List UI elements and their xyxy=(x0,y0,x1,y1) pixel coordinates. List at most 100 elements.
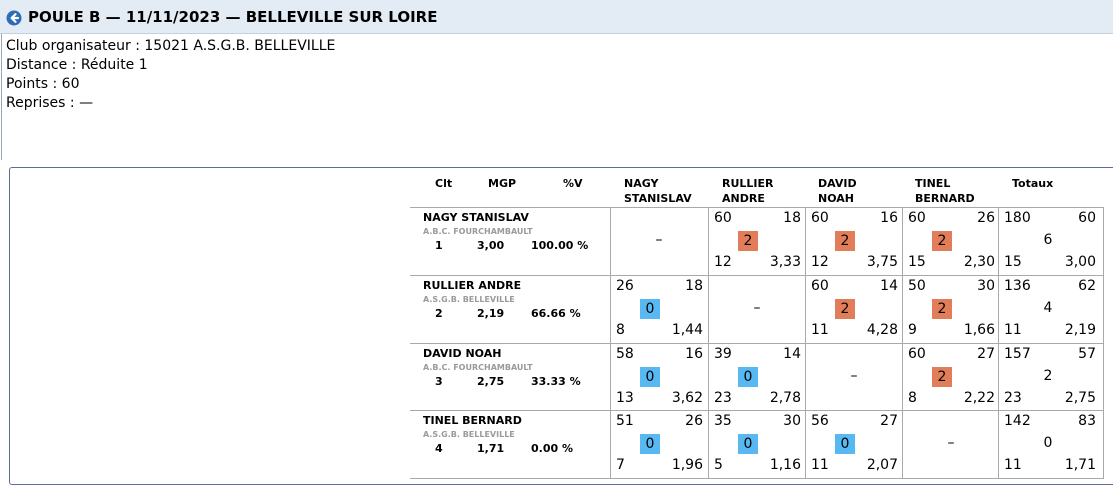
competition-info: Club organisateur : 15021 A.S.G.B. BELLE… xyxy=(6,37,335,113)
total-average: 2,19 xyxy=(1064,322,1096,338)
results-panel xyxy=(9,167,1113,485)
total-average: 3,00 xyxy=(1064,254,1096,270)
match-average: 2,07 xyxy=(866,457,898,473)
match-reprises: 16 xyxy=(685,346,703,362)
match-serie: 13 xyxy=(616,390,634,406)
match-serie: 5 xyxy=(714,457,723,473)
match-reprises: 14 xyxy=(783,346,801,362)
distance-text: Distance : Réduite 1 xyxy=(6,57,148,73)
header-line: NOAH xyxy=(818,192,854,205)
match-average: 2,22 xyxy=(963,390,995,406)
match-cell: 51 26 0 7 1,96 xyxy=(610,410,708,478)
match-points: 60 xyxy=(811,210,829,226)
match-score-badge: 2 xyxy=(835,231,855,251)
match-reprises: 16 xyxy=(880,210,898,226)
player-club: A.B.C. FOURCHAMBAULT xyxy=(423,227,533,236)
grid-col-line xyxy=(902,207,903,479)
player-win-pct: 0.00 % xyxy=(531,442,573,455)
points-text: Points : 60 xyxy=(6,76,80,92)
header-totals: Totaux xyxy=(1012,177,1054,190)
frame-border xyxy=(1,34,2,160)
match-score-badge: 2 xyxy=(932,231,952,251)
match-points: 60 xyxy=(908,346,926,362)
match-points: 60 xyxy=(811,278,829,294)
match-points: 60 xyxy=(908,210,926,226)
match-score-badge: 2 xyxy=(932,367,952,387)
total-points: 136 xyxy=(1004,278,1031,294)
match-cell: 56 27 0 11 2,07 xyxy=(805,410,903,478)
match-average: 1,66 xyxy=(963,322,995,338)
match-score-badge: 0 xyxy=(835,434,855,454)
match-score-badge: 0 xyxy=(640,434,660,454)
header-line: TINEL xyxy=(915,177,951,190)
back-arrow-icon[interactable] xyxy=(6,10,22,26)
match-cell: 60 18 2 12 3,33 xyxy=(708,207,806,275)
player-rank: 1 xyxy=(435,239,443,252)
player-mgp: 2,19 xyxy=(477,307,505,320)
match-reprises: 26 xyxy=(977,210,995,226)
self-match-dash: – xyxy=(947,435,955,451)
total-score: 6 xyxy=(1043,232,1053,248)
player-rank: 2 xyxy=(435,307,443,320)
match-average: 3,75 xyxy=(866,254,898,270)
player-mgp: 3,00 xyxy=(477,239,505,252)
self-match-dash: – xyxy=(850,368,858,384)
match-score-badge: 2 xyxy=(738,231,758,251)
match-cell: 60 26 2 15 2,30 xyxy=(902,207,1000,275)
page-title: POULE B — 11/11/2023 — BELLEVILLE SUR LO… xyxy=(28,8,438,26)
match-score-badge: 0 xyxy=(738,434,758,454)
match-score-badge: 0 xyxy=(640,299,660,319)
player-win-pct: 66.66 % xyxy=(531,307,581,320)
match-score-badge: 0 xyxy=(738,367,758,387)
grid-row-line xyxy=(410,343,1104,344)
player-club: A.S.G.B. BELLEVILLE xyxy=(423,295,515,304)
match-average: 3,62 xyxy=(671,390,703,406)
header-line: RULLIER xyxy=(722,177,774,190)
player-name: RULLIER ANDRE xyxy=(423,279,522,292)
match-serie: 8 xyxy=(908,390,917,406)
match-serie: 7 xyxy=(616,457,625,473)
match-reprises: 18 xyxy=(685,278,703,294)
title-bar: POULE B — 11/11/2023 — BELLEVILLE SUR LO… xyxy=(0,0,1113,34)
header-line: BERNARD xyxy=(915,192,975,205)
match-cell: 50 30 2 9 1,66 xyxy=(902,275,1000,343)
grid-row-line xyxy=(410,410,1104,411)
match-reprises: 27 xyxy=(977,346,995,362)
match-reprises: 27 xyxy=(880,413,898,429)
total-score: 2 xyxy=(1043,368,1053,384)
match-reprises: 14 xyxy=(880,278,898,294)
match-serie: 8 xyxy=(616,322,625,338)
total-reprises: 57 xyxy=(1078,346,1096,362)
total-points: 157 xyxy=(1004,346,1031,362)
header-opponent-1: NAGY STANISLAV xyxy=(624,176,692,206)
header-line: DAVID xyxy=(818,177,857,190)
match-points: 26 xyxy=(616,278,634,294)
total-average: 1,71 xyxy=(1064,457,1096,473)
match-reprises: 30 xyxy=(977,278,995,294)
header-pct: %V xyxy=(563,177,583,190)
player-club: A.S.G.B. BELLEVILLE xyxy=(423,430,515,439)
totals-cell: 180 60 6 15 3,00 xyxy=(998,207,1103,275)
match-points: 35 xyxy=(714,413,732,429)
player-win-pct: 100.00 % xyxy=(531,239,589,252)
match-average: 4,28 xyxy=(866,322,898,338)
total-serie: 11 xyxy=(1004,322,1022,338)
match-points: 39 xyxy=(714,346,732,362)
match-score-badge: 0 xyxy=(640,367,660,387)
match-cell: – xyxy=(610,207,708,275)
totals-cell: 157 57 2 23 2,75 xyxy=(998,343,1103,411)
match-serie: 12 xyxy=(811,254,829,270)
header-line: NAGY xyxy=(624,177,659,190)
match-score-badge: 2 xyxy=(932,299,952,319)
self-match-dash: – xyxy=(655,232,663,248)
match-cell: 35 30 0 5 1,16 xyxy=(708,410,806,478)
header-line: ANDRE xyxy=(722,192,765,205)
match-cell: 26 18 0 8 1,44 xyxy=(610,275,708,343)
player-rank: 3 xyxy=(435,375,443,388)
match-average: 1,16 xyxy=(769,457,801,473)
grid-row-line xyxy=(410,207,1104,208)
header-opponent-2: RULLIER ANDRE xyxy=(722,176,774,206)
total-points: 180 xyxy=(1004,210,1031,226)
match-serie: 11 xyxy=(811,322,829,338)
grid-col-line xyxy=(610,207,611,479)
